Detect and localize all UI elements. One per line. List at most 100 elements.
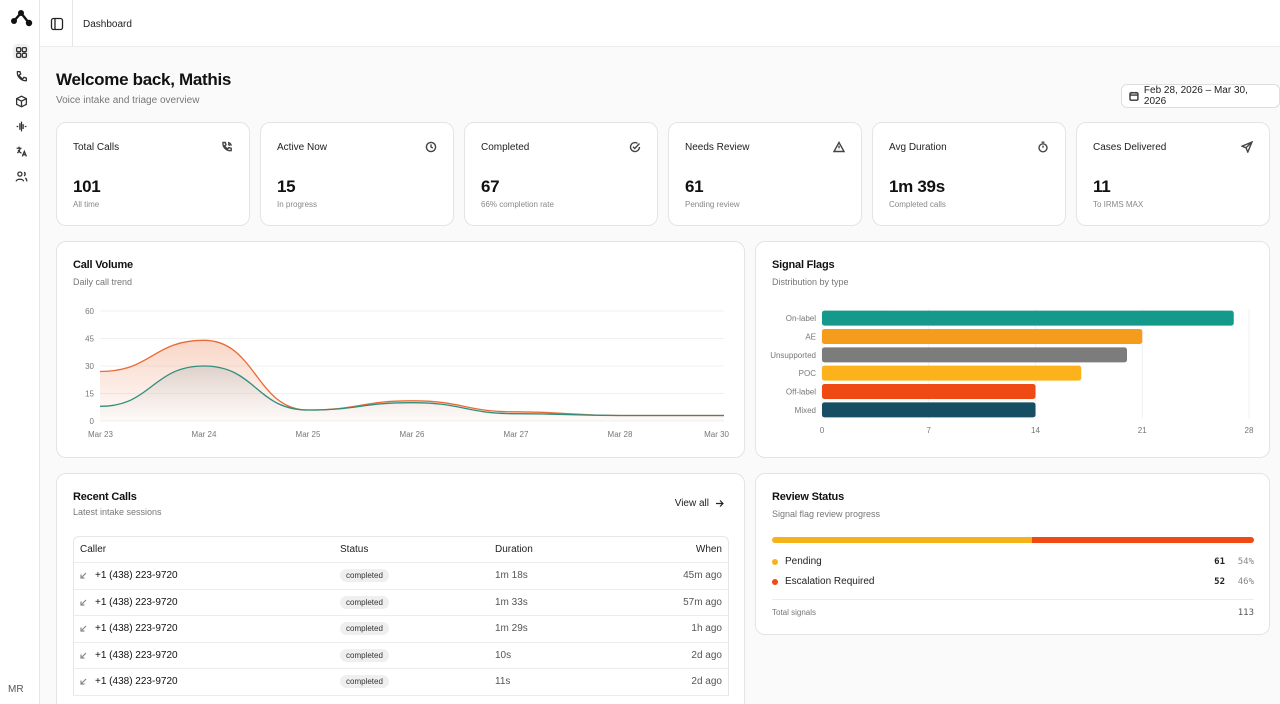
stat-label: Completed bbox=[481, 142, 530, 153]
user-avatar[interactable]: MR bbox=[8, 684, 24, 695]
x-tick-label: 28 bbox=[1245, 426, 1254, 435]
total-signals-row: Total signals 113 bbox=[772, 608, 1254, 618]
users-icon[interactable] bbox=[13, 168, 29, 184]
caller-number: +1 (438) 223-9720 bbox=[95, 623, 178, 635]
incoming-call-icon bbox=[80, 599, 87, 606]
legend-dot bbox=[772, 558, 778, 565]
bar[interactable] bbox=[822, 365, 1082, 381]
app-logo[interactable] bbox=[10, 9, 34, 29]
timer-icon bbox=[1037, 141, 1049, 153]
column-header-when[interactable]: When bbox=[695, 544, 722, 555]
breadcrumb: Dashboard bbox=[83, 19, 132, 30]
x-tick-label: Mar 27 bbox=[504, 430, 529, 439]
card-subtitle: Distribution by type bbox=[772, 277, 849, 287]
incoming-call-icon bbox=[80, 652, 87, 659]
recent-calls-card: Recent Calls Latest intake sessions View… bbox=[56, 473, 745, 704]
series-line bbox=[99, 365, 724, 417]
y-tick-label: Off-label bbox=[786, 388, 816, 397]
call-volume-card: Call Volume Daily call trend 0 15 30 45 60 Ma… bbox=[56, 241, 745, 458]
box-icon[interactable] bbox=[13, 93, 29, 109]
progress-segment-pending bbox=[772, 537, 1033, 543]
column-header-duration[interactable]: Duration bbox=[495, 544, 533, 555]
table-row[interactable]: +1 (438) 223-9720 completed 1m 29s 1h ag… bbox=[74, 616, 728, 643]
call-volume-chart: 0 15 30 45 60 Mar 23 Mar 24 Mar 25 Mar 26 Mar 27 M… bbox=[85, 307, 729, 439]
x-tick-label: 21 bbox=[1138, 426, 1147, 435]
bar[interactable] bbox=[822, 384, 1036, 399]
card-title: Call Volume bbox=[73, 259, 133, 271]
stat-value: 15 bbox=[277, 177, 296, 196]
calendar-icon bbox=[1129, 91, 1139, 101]
call-time: 1h ago bbox=[691, 623, 722, 635]
stat-value: 1m 39s bbox=[889, 177, 945, 196]
y-tick-label: 0 bbox=[90, 417, 95, 426]
status-badge: completed bbox=[340, 675, 389, 689]
table-row[interactable]: +1 (438) 223-9720 completed 1m 33s 57m a… bbox=[74, 590, 728, 616]
card-title: Signal Flags bbox=[772, 259, 835, 271]
waveform-icon[interactable] bbox=[13, 118, 29, 134]
legend-label: Pending bbox=[785, 556, 822, 567]
view-all-link[interactable]: View all bbox=[675, 498, 724, 509]
bar[interactable] bbox=[822, 310, 1234, 326]
y-tick-label: AE bbox=[805, 333, 816, 342]
topbar: Dashboard bbox=[40, 0, 1280, 47]
y-tick-label: Mixed bbox=[795, 406, 816, 415]
status-badge: completed bbox=[340, 595, 389, 609]
check-circle-icon bbox=[629, 141, 641, 153]
send-icon bbox=[1240, 140, 1254, 154]
legend-label: Escalation Required bbox=[785, 576, 875, 587]
card-title: Review Status bbox=[772, 491, 844, 503]
legend-row-pending: Pending 61 54% bbox=[772, 556, 1254, 567]
review-progress-bar bbox=[772, 537, 1254, 543]
date-range-label: Feb 28, 2026 – Mar 30, 2026 bbox=[1143, 85, 1248, 107]
column-header-status[interactable]: Status bbox=[340, 544, 369, 555]
grid-icon[interactable] bbox=[13, 44, 29, 60]
y-tick-label: 15 bbox=[85, 390, 94, 399]
stat-card-completed: Completed 67 66% completion rate bbox=[464, 122, 658, 226]
status-badge: completed bbox=[340, 569, 389, 583]
stat-card-total-calls: Total Calls 101 All time bbox=[56, 122, 250, 226]
stat-caption: All time bbox=[73, 200, 100, 209]
stat-value: 67 bbox=[481, 177, 500, 196]
total-value: 113 bbox=[1237, 608, 1254, 618]
recent-calls-table: Caller Status Duration When +1 (438) 223… bbox=[73, 536, 729, 696]
call-time: 2d ago bbox=[691, 676, 722, 688]
caller-number: +1 (438) 223-9720 bbox=[95, 649, 178, 661]
date-range-picker[interactable]: Feb 28, 2026 – Mar 30, 2026 bbox=[1121, 84, 1280, 108]
signal-flags-card: Signal Flags Distribution by type 0 7 14 21… bbox=[755, 241, 1270, 458]
total-label: Total signals bbox=[772, 608, 817, 617]
stat-caption: In progress bbox=[277, 200, 318, 209]
stat-card-avg-duration: Avg Duration 1m 39s Completed calls bbox=[872, 122, 1066, 226]
phone-call-icon bbox=[221, 141, 233, 153]
x-tick-label: Mar 23 bbox=[88, 430, 113, 439]
legend-count: 52 bbox=[1214, 576, 1225, 587]
translate-icon[interactable] bbox=[13, 143, 29, 159]
sidebar-toggle-icon[interactable] bbox=[50, 17, 64, 31]
column-header-caller[interactable]: Caller bbox=[80, 544, 107, 555]
stat-label: Total Calls bbox=[73, 142, 120, 153]
stat-label: Cases Delivered bbox=[1093, 142, 1167, 153]
stat-caption: To IRMS MAX bbox=[1093, 200, 1144, 209]
signal-flags-chart: 0 7 14 21 28 On-label AE Unsupported POC Off-labe… bbox=[770, 309, 1254, 435]
stat-value: 61 bbox=[685, 177, 704, 196]
arrow-right-icon bbox=[716, 500, 724, 507]
page-subtitle: Voice intake and triage overview bbox=[56, 95, 200, 106]
alert-triangle-icon bbox=[832, 141, 846, 153]
phone-icon[interactable] bbox=[13, 68, 29, 84]
table-row[interactable]: +1 (438) 223-9720 completed 10s 2d ago bbox=[74, 643, 728, 669]
bar[interactable] bbox=[822, 347, 1127, 363]
caller-number: +1 (438) 223-9720 bbox=[95, 596, 178, 608]
table-row[interactable]: +1 (438) 223-9720 completed 11s 2d ago bbox=[74, 669, 728, 696]
call-time: 45m ago bbox=[683, 570, 722, 582]
call-time: 57m ago bbox=[683, 596, 722, 608]
y-tick-label: 30 bbox=[85, 362, 94, 371]
legend-dot bbox=[772, 578, 778, 585]
call-duration: 1m 29s bbox=[495, 623, 528, 635]
card-subtitle: Signal flag review progress bbox=[772, 509, 881, 519]
table-row[interactable]: +1 (438) 223-9720 completed 1m 18s 45m a… bbox=[74, 563, 728, 590]
stat-caption: Completed calls bbox=[889, 200, 946, 209]
bar[interactable] bbox=[822, 329, 1143, 344]
y-tick-label: Unsupported bbox=[770, 351, 816, 360]
stat-value: 11 bbox=[1093, 177, 1111, 196]
x-tick-label: Mar 24 bbox=[192, 430, 217, 439]
bar[interactable] bbox=[822, 402, 1036, 418]
